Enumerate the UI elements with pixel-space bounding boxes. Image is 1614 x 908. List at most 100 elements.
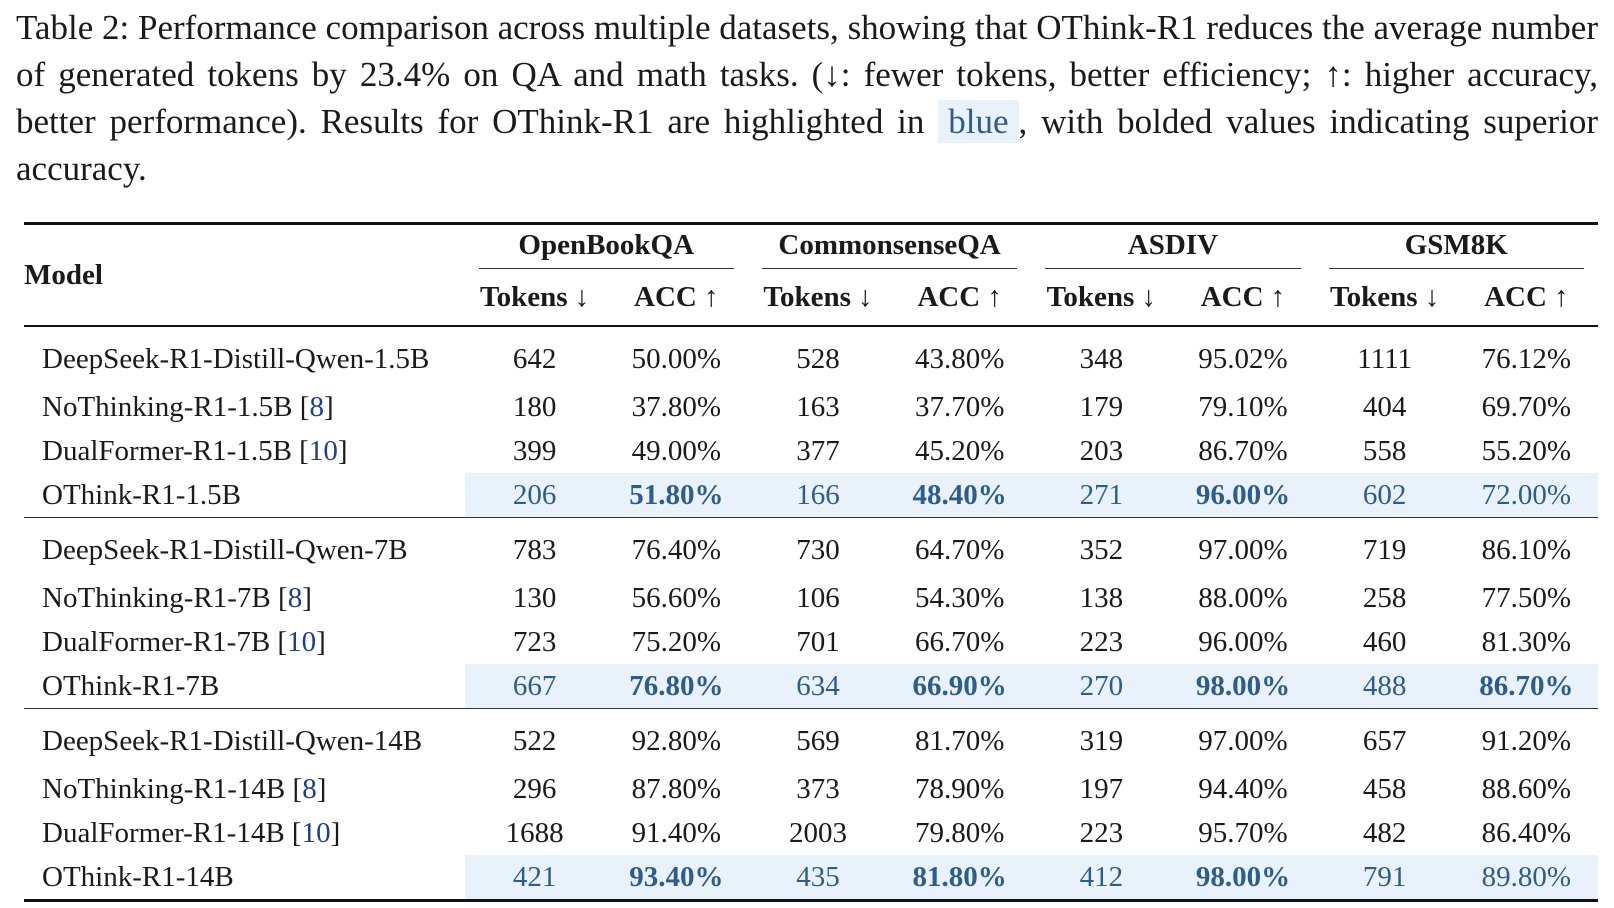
- acc-value: 88.60%: [1481, 772, 1572, 805]
- tokens-cell: 667: [464, 664, 605, 709]
- table-row: NoThinking-R1-14B [8] 296 87.80% 373 78.90% 1…: [24, 767, 1598, 811]
- citation-link[interactable]: 10: [308, 434, 338, 467]
- tokens-value: 522: [512, 724, 557, 757]
- acc-value: 54.30%: [914, 581, 1005, 614]
- tokens-cell: 458: [1315, 767, 1455, 811]
- citation-link[interactable]: 10: [287, 625, 317, 658]
- acc-value: 95.70%: [1198, 816, 1288, 849]
- table-caption: Table 2: Performance comparison across m…: [16, 4, 1598, 192]
- tokens-cell: 642: [465, 326, 605, 385]
- acc-cell: 54.30%: [888, 576, 1031, 620]
- model-name-cell: OThink-R1-1.5B: [24, 473, 465, 518]
- acc-cell: 86.70%: [1454, 664, 1598, 709]
- tokens-value: 271: [1079, 478, 1124, 511]
- tokens-value: 180: [512, 390, 557, 423]
- tokens-cell: 404: [1315, 385, 1455, 429]
- citation-link[interactable]: 8: [302, 772, 317, 805]
- acc-value: 81.30%: [1481, 625, 1572, 658]
- acc-cell: 97.00%: [1171, 708, 1315, 767]
- tokens-header: Tokens ↓: [763, 280, 873, 313]
- tokens-cell: 412: [1031, 855, 1172, 902]
- acc-cell: 37.80%: [605, 385, 748, 429]
- tokens-cell: 258: [1315, 576, 1455, 620]
- tokens-cell: 166: [747, 473, 889, 518]
- tokens-value: 1688: [505, 816, 564, 849]
- acc-value: 77.50%: [1481, 581, 1572, 614]
- caption-text: Table 2: Performance comparison across m…: [16, 8, 1598, 141]
- tokens-cell: 602: [1314, 473, 1455, 518]
- acc-cell: 64.70%: [888, 517, 1032, 576]
- acc-cell: 79.10%: [1171, 385, 1314, 429]
- tokens-cell: 319: [1031, 708, 1172, 767]
- tokens-cell: 203: [1031, 429, 1171, 473]
- tokens-header: Tokens ↓: [1330, 280, 1440, 313]
- acc-cell: 43.80%: [888, 326, 1031, 385]
- tokens-value: 460: [1362, 625, 1407, 658]
- header-row-datasets: Model OpenBookQA CommonsenseQA ASDIV GSM…: [24, 223, 1598, 327]
- acc-cell: 89.80%: [1454, 855, 1598, 902]
- tokens-value: 488: [1362, 669, 1407, 702]
- tokens-value: 791: [1362, 860, 1407, 893]
- model-name: OThink-R1-7B: [42, 669, 220, 702]
- acc-cell: 92.80%: [604, 708, 748, 767]
- acc-cell: 98.00%: [1171, 664, 1315, 709]
- acc-value: 86.10%: [1481, 533, 1572, 566]
- tokens-cell: 399: [465, 429, 605, 473]
- tokens-cell: 206: [464, 473, 605, 518]
- tokens-value: 373: [796, 772, 840, 805]
- acc-cell: 86.70%: [1171, 429, 1314, 473]
- acc-value: 50.00%: [631, 342, 722, 375]
- tokens-cell: 138: [1031, 576, 1171, 620]
- acc-value: 51.80%: [629, 478, 724, 511]
- acc-value: 86.70%: [1198, 434, 1288, 467]
- citation-link[interactable]: 8: [287, 581, 303, 614]
- tokens-cell: 2003: [748, 811, 888, 855]
- acc-value: 88.00%: [1198, 581, 1288, 614]
- acc-cell: 94.40%: [1171, 767, 1314, 811]
- tokens-value: 435: [796, 860, 840, 893]
- acc-cell: 91.40%: [605, 811, 748, 855]
- table-row: DualFormer-R1-7B [10] 723 75.20% 701 66.70% 2…: [24, 620, 1598, 664]
- acc-cell: 76.40%: [604, 517, 748, 576]
- tokens-value: 421: [512, 860, 557, 893]
- table-row-othink: OThink-R1-7B 667 76.80% 634 66.90% 270 98.00% 4…: [24, 664, 1598, 709]
- tokens-value: 730: [796, 533, 840, 566]
- caption-highlight-blue: blue: [938, 100, 1019, 143]
- acc-cell: 37.70%: [888, 385, 1031, 429]
- model-name: DualFormer-R1-1.5B: [42, 434, 292, 467]
- model-name: OThink-R1-1.5B: [42, 478, 241, 511]
- acc-value: 87.80%: [631, 772, 722, 805]
- tokens-value: 166: [796, 478, 840, 511]
- tokens-cell: 352: [1031, 517, 1172, 576]
- citation-link[interactable]: 10: [301, 816, 331, 849]
- acc-value: 97.00%: [1198, 533, 1288, 566]
- model-name-cell: NoThinking-R1-1.5B [8]: [42, 390, 334, 423]
- header-row-metrics: Tokens ↓ ACC ↑ Tokens ↓ ACC ↑ Tokens ↓ A…: [24, 269, 1598, 326]
- tokens-value: 528: [796, 342, 840, 375]
- acc-value: 91.40%: [631, 816, 722, 849]
- acc-value: 81.70%: [914, 724, 1005, 757]
- acc-cell: 77.50%: [1455, 576, 1598, 620]
- acc-value: 75.20%: [631, 625, 722, 658]
- tokens-value: 106: [796, 581, 840, 614]
- acc-cell: 95.02%: [1171, 326, 1314, 385]
- tokens-value: 558: [1362, 434, 1407, 467]
- table-row-othink: OThink-R1-14B 421 93.40% 435 81.80% 412 98.00%…: [24, 855, 1598, 902]
- acc-value: 66.70%: [914, 625, 1005, 658]
- acc-value: 98.00%: [1195, 669, 1291, 702]
- tokens-value: 223: [1079, 625, 1124, 658]
- citation-link[interactable]: 8: [309, 390, 324, 423]
- acc-value: 69.70%: [1481, 390, 1572, 423]
- model-name-cell: DualFormer-R1-1.5B [10]: [42, 434, 348, 467]
- acc-cell: 87.80%: [605, 767, 748, 811]
- acc-cell: 88.60%: [1455, 767, 1598, 811]
- acc-cell: 76.12%: [1455, 326, 1598, 385]
- acc-value: 55.20%: [1481, 434, 1572, 467]
- tokens-cell: 179: [1031, 385, 1171, 429]
- tokens-cell: 163: [748, 385, 888, 429]
- tokens-cell: 558: [1315, 429, 1455, 473]
- tokens-cell: 783: [464, 517, 605, 576]
- acc-header: ACC ↑: [1200, 280, 1286, 313]
- acc-value: 66.90%: [912, 669, 1007, 702]
- tokens-cell: 723: [465, 620, 605, 664]
